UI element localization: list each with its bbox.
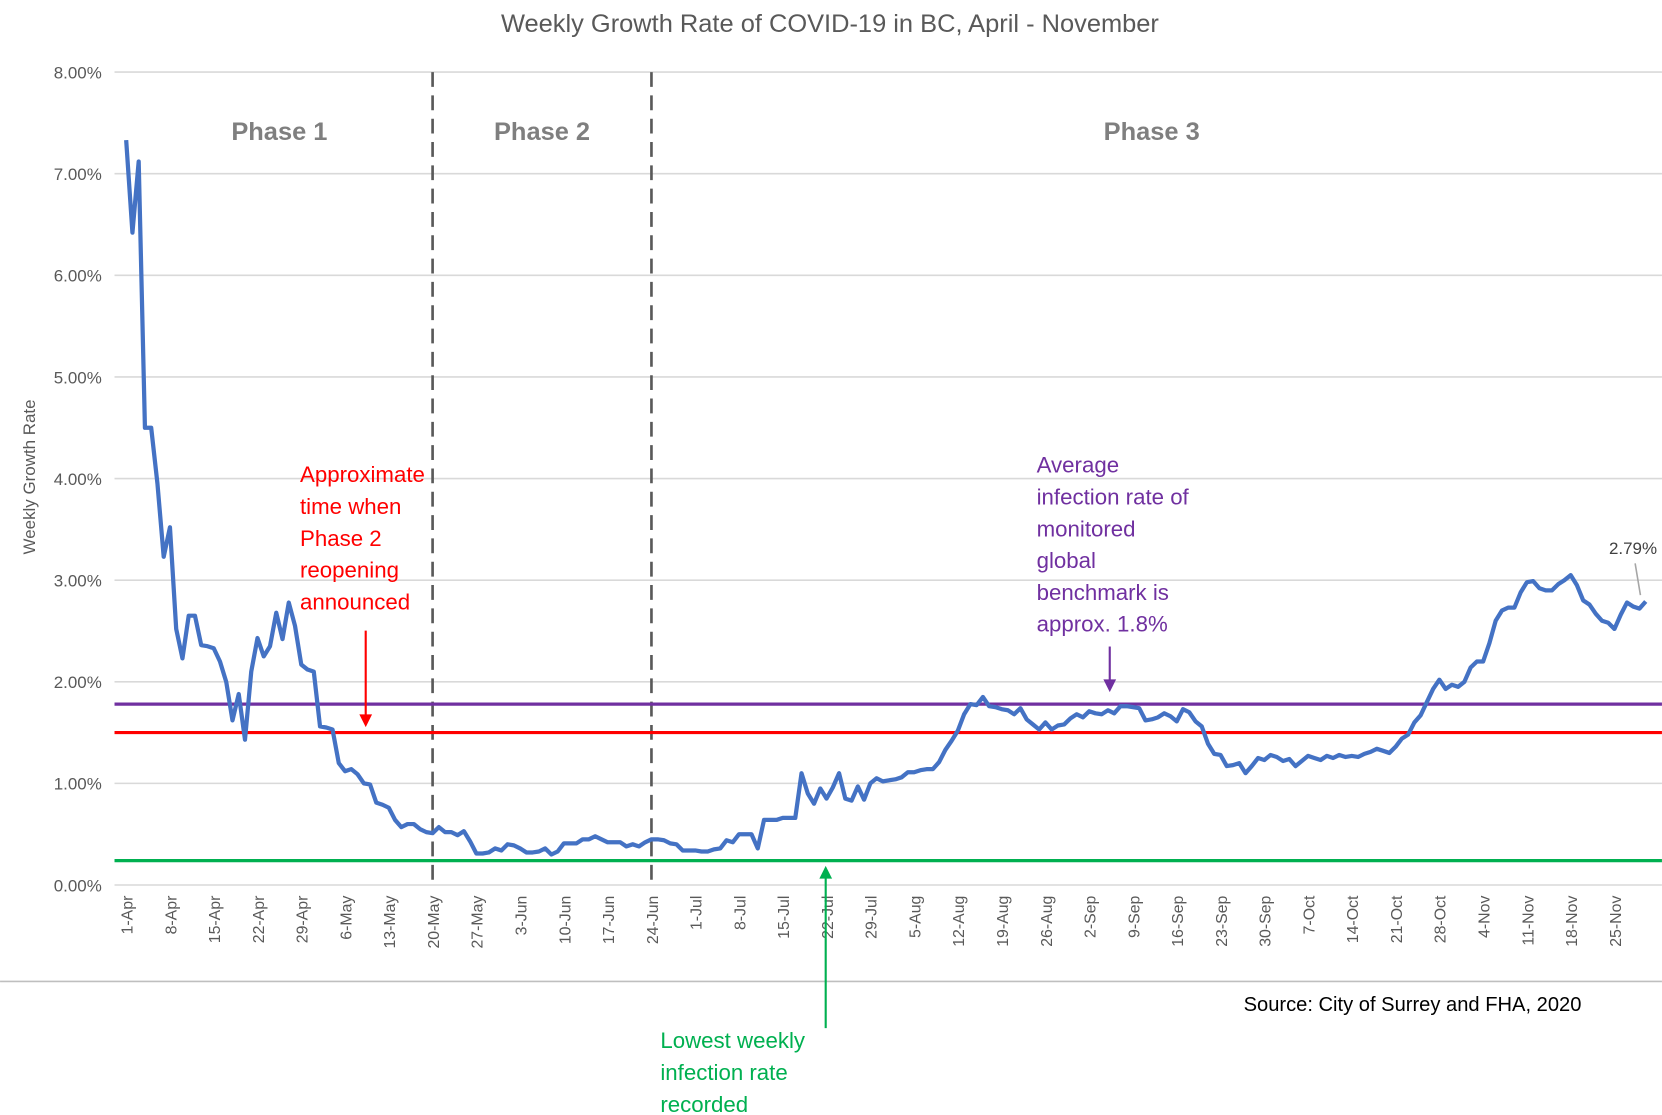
annotation-text: Phase 2 xyxy=(300,526,382,551)
data-line xyxy=(124,139,1648,857)
x-tick-label: 22-Jul xyxy=(820,896,837,939)
x-tick-label: 2-Sep xyxy=(1083,895,1100,938)
x-tick-label: 10-Jun xyxy=(557,896,574,945)
x-tick-label: 25-Nov xyxy=(1608,896,1625,947)
annotation-text: Lowest weekly xyxy=(660,1028,806,1053)
y-tick-label: 3.00% xyxy=(54,572,102,591)
y-axis-label: Weekly Growth Rate xyxy=(20,399,39,554)
x-tick-label: 1-Apr xyxy=(120,895,137,935)
data-label: 2.79% xyxy=(1609,539,1657,558)
x-tick-label: 4-Nov xyxy=(1477,896,1494,938)
y-tick-label: 1.00% xyxy=(54,775,102,794)
annotation-arrowhead xyxy=(1103,679,1117,693)
x-tick-label: 18-Nov xyxy=(1564,896,1581,947)
x-tick-label: 15-Jul xyxy=(776,896,793,939)
annotation-text: reopening xyxy=(300,558,399,583)
x-tick-label: 3-Jun xyxy=(513,896,530,936)
x-tick-label: 26-Aug xyxy=(1039,896,1056,947)
x-tick-label: 8-Apr xyxy=(163,895,180,935)
x-tick-label: 28-Oct xyxy=(1433,895,1450,943)
x-tick-label: 8-Jul xyxy=(732,896,749,930)
phase-label: Phase 1 xyxy=(231,118,327,146)
y-tick-label: 7.00% xyxy=(54,165,102,184)
x-tick-label: 19-Aug xyxy=(995,896,1012,947)
label-leader xyxy=(1634,563,1642,596)
x-tick-label: 22-Apr xyxy=(251,895,268,943)
phase-label: Phase 2 xyxy=(494,118,590,146)
x-tick-label: 13-May xyxy=(382,896,399,949)
annotation-text: global xyxy=(1037,548,1096,573)
annotation-arrowhead xyxy=(359,714,373,728)
phase-label: Phase 3 xyxy=(1104,118,1200,146)
x-tick-label: 12-Aug xyxy=(951,896,968,947)
chart-title: Weekly Growth Rate of COVID-19 in BC, Ap… xyxy=(501,10,1159,38)
annotation-text: announced xyxy=(300,589,410,614)
x-tick-label: 7-Oct xyxy=(1301,895,1318,934)
x-tick-label: 6-May xyxy=(338,896,355,940)
annotation-text: recorded xyxy=(660,1092,748,1115)
annotation-text: Approximate xyxy=(300,462,425,487)
annotation-text: infection rate xyxy=(660,1060,787,1085)
x-tick-label: 1-Jul xyxy=(689,896,706,930)
x-tick-label: 17-Jun xyxy=(601,896,618,945)
y-tick-label: 2.00% xyxy=(54,673,102,692)
x-tick-label: 11-Nov xyxy=(1520,896,1537,946)
x-tick-label: 21-Oct xyxy=(1389,895,1406,943)
y-tick-label: 8.00% xyxy=(54,63,102,82)
x-tick-label: 16-Sep xyxy=(1170,895,1187,946)
annotation-text: approx. 1.8% xyxy=(1037,612,1168,637)
annotation-text: benchmark is xyxy=(1037,580,1169,605)
x-tick-label: 24-Jun xyxy=(645,896,662,945)
x-tick-label: 27-May xyxy=(470,896,487,949)
x-tick-label: 30-Sep xyxy=(1258,895,1275,946)
x-tick-label: 20-May xyxy=(426,896,443,949)
y-tick-label: 5.00% xyxy=(54,368,102,387)
y-tick-label: 4.00% xyxy=(54,470,102,489)
annotation-arrowhead xyxy=(819,865,833,879)
annotation-text: Average xyxy=(1037,453,1119,478)
x-tick-label: 23-Sep xyxy=(1214,895,1231,946)
annotation-text: infection rate of xyxy=(1037,485,1190,510)
x-tick-label: 15-Apr xyxy=(207,895,224,943)
annotation-text: monitored xyxy=(1037,516,1136,541)
x-tick-label: 14-Oct xyxy=(1345,895,1362,943)
source-note: Source: City of Surrey and FHA, 2020 xyxy=(1244,994,1582,1016)
annotation-text: time when xyxy=(300,494,401,519)
y-tick-label: 6.00% xyxy=(54,267,102,286)
x-tick-label: 5-Aug xyxy=(907,896,924,938)
y-tick-label: 0.00% xyxy=(54,876,102,895)
x-tick-label: 29-Jul xyxy=(864,896,881,939)
x-tick-label: 9-Sep xyxy=(1126,895,1143,938)
x-tick-label: 29-Apr xyxy=(295,895,312,943)
